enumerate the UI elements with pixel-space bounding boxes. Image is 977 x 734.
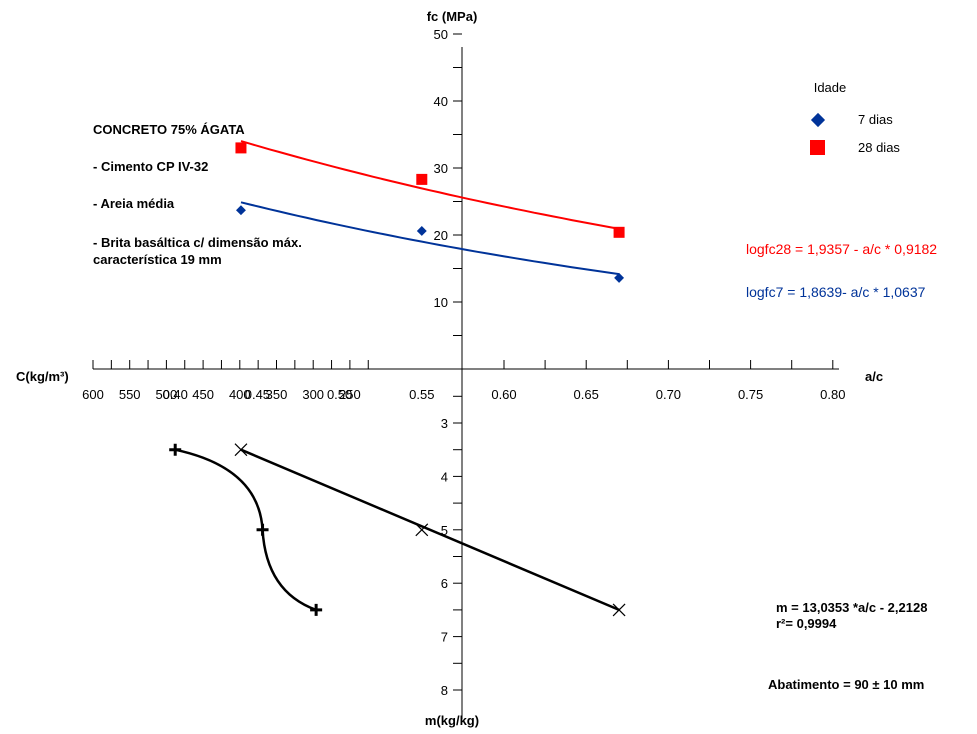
- point-cement: [310, 603, 323, 616]
- ac-tick-label: 0.50: [327, 387, 352, 402]
- tick-marks: [92, 33, 834, 691]
- fit-label-7: logfc7 = 1,8639- a/c * 1,0637: [746, 284, 926, 300]
- point-cement: [256, 523, 269, 536]
- ac-tick-label: 0.60: [491, 387, 516, 402]
- point-7-dias: [236, 205, 246, 216]
- abatimento: Abatimento = 90 ± 10 mm: [768, 677, 924, 692]
- fc-tick-label: 30: [434, 161, 448, 176]
- ac-tick-label: 0.75: [738, 387, 763, 402]
- m-equation: m = 13,0353 *a/c - 2,2128: [776, 600, 927, 615]
- m-tick-label: 7: [441, 630, 448, 645]
- cement-tick-label: 600: [82, 387, 104, 402]
- data-marks: [169, 142, 626, 617]
- ac-tick-label: 0.70: [656, 387, 681, 402]
- note-title: CONCRETO 75% ÁGATA: [93, 122, 245, 137]
- cement-tick-label: 500: [156, 387, 178, 402]
- cement-axis-title: C(kg/m³): [16, 369, 69, 384]
- m-tick-label: 3: [441, 416, 448, 431]
- note-brita: - Brita basáltica c/ dimensão máx.: [93, 235, 302, 250]
- point-cement: [169, 443, 182, 456]
- fc-axis-title: fc (MPa): [427, 9, 478, 24]
- axes: [93, 47, 839, 719]
- legend-square-icon: [810, 140, 825, 155]
- cement-tick-label: 550: [119, 387, 141, 402]
- legend-28-dias: 28 dias: [858, 140, 900, 155]
- cement-tick-label: 450: [192, 387, 214, 402]
- point-7-dias: [416, 226, 427, 236]
- point-m: [612, 603, 626, 617]
- point-28-dias: [416, 173, 428, 185]
- ac-tick-label: 0.55: [409, 387, 434, 402]
- cement-tick-label: 400: [229, 387, 251, 402]
- ac-tick-label: 0.80: [820, 387, 845, 402]
- note-brita-cont: característica 19 mm: [93, 252, 222, 267]
- point-m: [415, 523, 429, 537]
- m-tick-label: 6: [441, 576, 448, 591]
- cement-tick-label: 250: [339, 387, 361, 402]
- fit-curve-28: [240, 140, 620, 230]
- fc-tick-label: 10: [434, 295, 448, 310]
- ac-tick-label: 0.65: [574, 387, 599, 402]
- notes-block: CONCRETO 75% ÁGATA - Cimento CP IV-32 - …: [93, 122, 302, 267]
- point-28-dias: [613, 226, 625, 238]
- m-tick-label: 4: [441, 469, 448, 484]
- legend: Idade 7 dias 28 dias: [810, 80, 900, 155]
- m-tick-label: 5: [441, 523, 448, 538]
- ac-tick-label: 0.40: [163, 387, 188, 402]
- tick-labels: 10 20 30 40 50 0.40 0.45 0.50 0.55 0.60 0.65 0.70 0.…: [82, 27, 845, 698]
- ac-tick-label: 0.45: [245, 387, 270, 402]
- fc-tick-label: 40: [434, 94, 448, 109]
- cement-tick-label: 300: [302, 387, 324, 402]
- legend-diamond-icon: [810, 112, 826, 128]
- fc-tick-label: 50: [434, 27, 448, 42]
- legend-title: Idade: [814, 80, 847, 95]
- m-axis-title: m(kg/kg): [425, 713, 479, 728]
- note-cimento: - Cimento CP IV-32: [93, 159, 208, 174]
- fit-curve-7: [240, 201, 620, 276]
- cement-tick-label: 350: [266, 387, 288, 402]
- point-m: [234, 443, 248, 457]
- point-28-dias: [235, 142, 247, 154]
- fc-tick-label: 20: [434, 228, 448, 243]
- ac-axis-title: a/c: [865, 369, 883, 384]
- fit-label-28: logfc28 = 1,9357 - a/c * 0,9182: [746, 241, 937, 257]
- point-7-dias: [614, 272, 625, 283]
- note-areia: - Areia média: [93, 196, 175, 211]
- m-tick-label: 8: [441, 683, 448, 698]
- legend-7-dias: 7 dias: [858, 112, 893, 127]
- r2-value: r²= 0,9994: [776, 616, 837, 631]
- m-fit-line: [240, 448, 620, 612]
